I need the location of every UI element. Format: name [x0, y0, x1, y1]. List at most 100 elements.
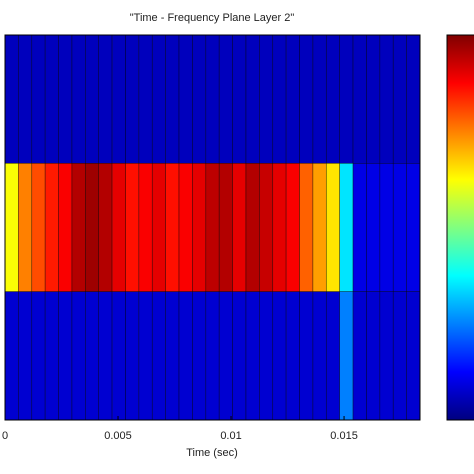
heatmap-cell — [151, 291, 166, 421]
heatmap-cell — [352, 34, 367, 164]
x-tick-label: 0.005 — [104, 430, 132, 442]
heatmap-cell — [111, 291, 126, 421]
heatmap-cell — [85, 291, 100, 421]
heatmap-cell — [4, 291, 19, 421]
heatmap-cell — [165, 291, 180, 421]
heatmap-cell — [232, 163, 247, 292]
heatmap-cell — [151, 163, 166, 292]
heatmap-cell — [4, 34, 19, 164]
heatmap-cell — [4, 163, 19, 292]
heatmap-cell — [18, 163, 33, 292]
heatmap-cell — [299, 163, 314, 292]
heatmap-cell — [58, 34, 73, 164]
x-tick-label: 0.01 — [220, 430, 241, 442]
heatmap-cell — [165, 163, 180, 292]
heatmap-cell — [406, 163, 421, 292]
heatmap-cell — [406, 34, 421, 164]
heatmap-cell — [379, 163, 394, 292]
colorbar — [446, 34, 474, 421]
heatmap-cell — [205, 34, 220, 164]
heatmap-cell — [58, 291, 73, 421]
heatmap-cell — [98, 163, 113, 292]
heatmap-cell — [98, 291, 113, 421]
heatmap-cell — [366, 163, 381, 292]
heatmap-cell — [165, 34, 180, 164]
heatmap-cell — [245, 163, 260, 292]
heatmap-cell — [205, 163, 220, 292]
heatmap-cell — [272, 163, 287, 292]
heatmap-cell — [379, 34, 394, 164]
heatmap-cell — [71, 291, 86, 421]
x-axis-label: Time (sec) — [186, 447, 238, 459]
heatmap-cell — [245, 291, 260, 421]
heatmap-cell — [192, 34, 207, 164]
heatmap-cell — [392, 34, 407, 164]
heatmap-cell — [218, 291, 233, 421]
heatmap-cell — [192, 163, 207, 292]
heatmap-cell — [18, 34, 33, 164]
heatmap-cell — [366, 34, 381, 164]
heatmap-cell — [218, 34, 233, 164]
chart-title: "Time - Frequency Plane Layer 2" — [130, 12, 295, 24]
heatmap-cell — [285, 34, 300, 164]
heatmap-cell — [44, 163, 59, 292]
heatmap-cell — [352, 163, 367, 292]
plot-frame — [4, 34, 421, 421]
heatmap-cell — [71, 163, 86, 292]
heatmap-cell — [205, 291, 220, 421]
heatmap-cell — [352, 291, 367, 421]
heatmap-cell — [245, 34, 260, 164]
heatmap-cell — [272, 291, 287, 421]
x-tick-label: 0 — [2, 430, 8, 442]
heatmap-cell — [111, 34, 126, 164]
heatmap-cell — [312, 163, 327, 292]
x-tick-label: 0.015 — [330, 430, 358, 442]
heatmap-cell — [18, 291, 33, 421]
heatmap-cell — [151, 34, 166, 164]
heatmap-cell — [325, 291, 340, 421]
heatmap-cell — [299, 291, 314, 421]
heatmap-cell — [392, 163, 407, 292]
heatmap-cell — [178, 34, 193, 164]
heatmap-cell — [98, 34, 113, 164]
heatmap-cell — [218, 163, 233, 292]
heatmap-cell — [339, 34, 354, 164]
heatmap-cell — [192, 291, 207, 421]
heatmap-cell — [138, 163, 153, 292]
heatmap-cell — [259, 34, 274, 164]
heatmap-cell — [379, 291, 394, 421]
heatmap-cell — [312, 34, 327, 164]
heatmap-cell — [58, 163, 73, 292]
heatmap-cell — [325, 163, 340, 292]
heatmap-cell — [259, 291, 274, 421]
heatmap-cell — [44, 34, 59, 164]
heatmap-cell — [312, 291, 327, 421]
heatmap-cell — [325, 34, 340, 164]
heatmap-cell — [232, 34, 247, 164]
heatmap-cell — [111, 163, 126, 292]
heatmap-cell — [178, 163, 193, 292]
heatmap-cell — [232, 291, 247, 421]
heatmap-cell — [138, 291, 153, 421]
heatmap-cell — [392, 291, 407, 421]
heatmap-cell — [285, 291, 300, 421]
heatmap-cell — [31, 291, 46, 421]
heatmap-cell — [85, 163, 100, 292]
heatmap-cell — [285, 163, 300, 292]
heatmap-cell — [31, 34, 46, 164]
heatmap-cell — [125, 291, 140, 421]
heatmap-cell — [85, 34, 100, 164]
heatmap-cell — [44, 291, 59, 421]
heatmap-cell — [259, 163, 274, 292]
heatmap-cell — [31, 163, 46, 292]
heatmap-cell — [272, 34, 287, 164]
heatmap-cell — [299, 34, 314, 164]
heatmap-cell — [178, 291, 193, 421]
heatmap-cell — [125, 163, 140, 292]
heatmap-cell — [366, 291, 381, 421]
heatmap-cell — [339, 291, 354, 421]
heatmap-cell — [406, 291, 421, 421]
heatmap-cell — [125, 34, 140, 164]
heatmap-cell — [71, 34, 86, 164]
